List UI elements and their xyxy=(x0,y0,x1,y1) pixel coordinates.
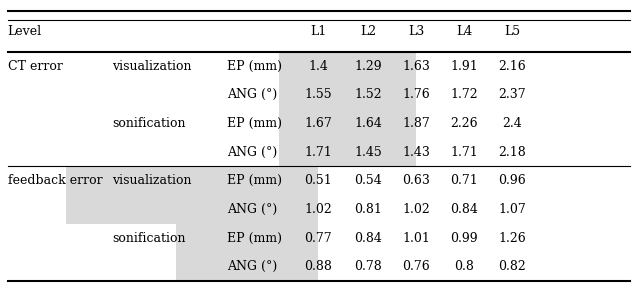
Text: ANG (°): ANG (°) xyxy=(227,260,278,274)
Text: 1.76: 1.76 xyxy=(402,88,430,101)
Bar xyxy=(279,52,416,80)
Text: EP (mm): EP (mm) xyxy=(227,59,282,73)
Text: 0.54: 0.54 xyxy=(354,174,382,187)
Text: ANG (°): ANG (°) xyxy=(227,88,278,101)
Text: L1: L1 xyxy=(310,25,326,38)
Text: CT error: CT error xyxy=(8,59,63,73)
Text: 0.84: 0.84 xyxy=(450,203,478,216)
Bar xyxy=(176,253,318,281)
Text: ANG (°): ANG (°) xyxy=(227,203,278,216)
Text: visualization: visualization xyxy=(112,59,191,73)
Text: 1.55: 1.55 xyxy=(304,88,332,101)
Text: 0.77: 0.77 xyxy=(304,232,332,245)
Bar xyxy=(279,138,416,166)
Bar xyxy=(279,109,416,138)
Text: 0.76: 0.76 xyxy=(402,260,430,274)
Bar xyxy=(67,166,318,195)
Text: 1.02: 1.02 xyxy=(304,203,332,216)
Text: Level: Level xyxy=(8,25,42,38)
Text: 1.87: 1.87 xyxy=(402,117,430,130)
Text: 1.67: 1.67 xyxy=(304,117,332,130)
Text: 2.4: 2.4 xyxy=(502,117,522,130)
Text: 1.64: 1.64 xyxy=(354,117,382,130)
Bar xyxy=(279,80,416,109)
Text: L3: L3 xyxy=(408,25,424,38)
Text: 0.51: 0.51 xyxy=(304,174,332,187)
Text: 0.78: 0.78 xyxy=(354,260,382,274)
Text: 1.4: 1.4 xyxy=(308,59,328,73)
Text: 1.02: 1.02 xyxy=(402,203,430,216)
Text: 1.63: 1.63 xyxy=(402,59,430,73)
Text: 1.91: 1.91 xyxy=(450,59,478,73)
Text: 1.71: 1.71 xyxy=(304,146,332,159)
Text: 0.81: 0.81 xyxy=(354,203,382,216)
Text: 0.88: 0.88 xyxy=(304,260,332,274)
Text: 0.99: 0.99 xyxy=(450,232,478,245)
Text: 1.45: 1.45 xyxy=(354,146,382,159)
Text: 1.01: 1.01 xyxy=(402,232,430,245)
Text: 0.96: 0.96 xyxy=(498,174,526,187)
Text: 2.18: 2.18 xyxy=(498,146,526,159)
Bar xyxy=(67,195,318,224)
Text: 1.26: 1.26 xyxy=(498,232,526,245)
Text: 1.52: 1.52 xyxy=(354,88,382,101)
Text: visualization: visualization xyxy=(112,174,191,187)
Text: L4: L4 xyxy=(456,25,472,38)
Text: L2: L2 xyxy=(360,25,376,38)
Text: EP (mm): EP (mm) xyxy=(227,232,282,245)
Text: 0.82: 0.82 xyxy=(498,260,526,274)
Text: 1.29: 1.29 xyxy=(354,59,382,73)
Text: 2.26: 2.26 xyxy=(450,117,478,130)
Text: EP (mm): EP (mm) xyxy=(227,174,282,187)
Text: 2.37: 2.37 xyxy=(498,88,526,101)
Text: sonification: sonification xyxy=(112,232,186,245)
Text: 0.84: 0.84 xyxy=(354,232,382,245)
Bar xyxy=(176,224,318,253)
Text: ANG (°): ANG (°) xyxy=(227,146,278,159)
Text: sonification: sonification xyxy=(112,117,186,130)
Text: 1.72: 1.72 xyxy=(450,88,478,101)
Text: 0.71: 0.71 xyxy=(450,174,478,187)
Text: L5: L5 xyxy=(504,25,520,38)
Text: 0.63: 0.63 xyxy=(402,174,430,187)
Text: 1.07: 1.07 xyxy=(498,203,526,216)
Text: feedback error: feedback error xyxy=(8,174,102,187)
Text: 0.8: 0.8 xyxy=(454,260,474,274)
Text: 1.71: 1.71 xyxy=(450,146,478,159)
Text: 1.43: 1.43 xyxy=(402,146,430,159)
Text: EP (mm): EP (mm) xyxy=(227,117,282,130)
Text: 2.16: 2.16 xyxy=(498,59,526,73)
